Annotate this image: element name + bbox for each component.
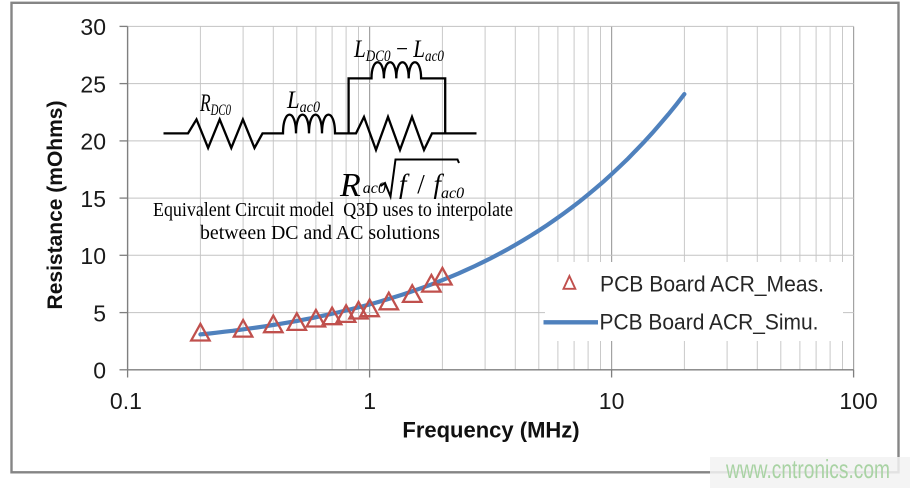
svg-text:10: 10 (80, 243, 106, 269)
svg-text:5: 5 (93, 300, 106, 326)
svg-text:PCB Board ACR_Simu.: PCB Board ACR_Simu. (600, 310, 819, 335)
svg-text:1: 1 (363, 388, 376, 414)
svg-text:Frequency (MHz): Frequency (MHz) (402, 418, 579, 443)
svg-text:20: 20 (80, 129, 106, 155)
svg-text:10: 10 (599, 388, 625, 414)
svg-text:15: 15 (80, 186, 106, 212)
svg-text:25: 25 (80, 71, 106, 97)
svg-text:www.cntronics.com: www.cntronics.com (725, 454, 890, 484)
svg-text:30: 30 (80, 14, 106, 40)
svg-text:Equivalent Circuit model Q3D: Equivalent Circuit model Q3D uses to int… (153, 200, 513, 221)
svg-text:PCB Board ACR_Meas.: PCB Board ACR_Meas. (600, 272, 824, 297)
svg-text:Resistance (mOhms): Resistance (mOhms) (44, 101, 67, 310)
svg-text:0: 0 (93, 358, 106, 384)
svg-text:0.1: 0.1 (110, 388, 142, 414)
svg-text:between DC and AC solutions: between DC and AC solutions (200, 223, 440, 244)
svg-text:100: 100 (839, 388, 877, 414)
